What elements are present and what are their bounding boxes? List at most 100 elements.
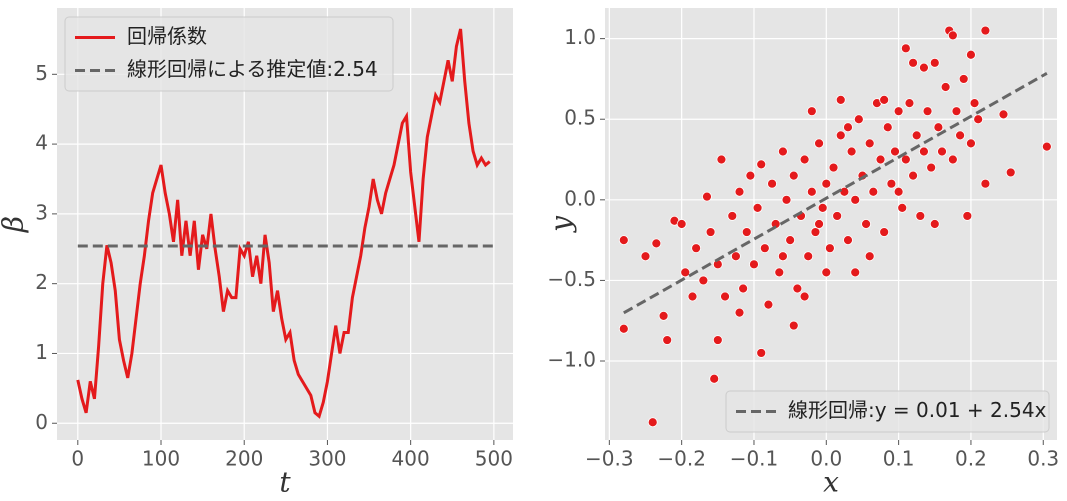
- scatter-point: [745, 170, 756, 181]
- scatter-point: [908, 57, 918, 68]
- x-tick-label: 0.1: [883, 447, 915, 471]
- x-tick-label: 100: [142, 447, 180, 471]
- scatter-point: [752, 202, 763, 213]
- scatter-point: [810, 227, 821, 237]
- scatter-point: [702, 191, 712, 202]
- scatter-point: [1041, 141, 1052, 152]
- scatter-point: [640, 251, 651, 262]
- subplot: −0.3 −0.2 −0.1 0.0 0.1 0.2 0.3 −1.0 −0.5 0.0 0.5 1.…: [545, 8, 1059, 499]
- scatter-point: [817, 202, 828, 213]
- scatter-point: [940, 82, 951, 92]
- scatter-point: [676, 219, 687, 229]
- scatter-point: [720, 291, 730, 302]
- x-tick-label: −0.2: [657, 447, 706, 471]
- scatter-point: [691, 243, 702, 254]
- scatter-point: [955, 130, 965, 141]
- scatter-point: [864, 138, 875, 149]
- scatter-point: [651, 238, 662, 249]
- scatter-point: [709, 373, 720, 384]
- scatter-point: [926, 162, 937, 173]
- scatter-point: [937, 146, 947, 157]
- scatter-point: [741, 227, 752, 237]
- y-tick-label: 4: [35, 131, 48, 155]
- scatter-point: [778, 146, 788, 157]
- scatter-point: [828, 162, 839, 173]
- scatter-point: [897, 202, 908, 213]
- scatter-point: [658, 310, 669, 321]
- scatter-point: [734, 186, 745, 197]
- scatter-point: [730, 251, 741, 262]
- scatter-point: [759, 243, 770, 254]
- y-tick-label: 1.0: [564, 25, 596, 49]
- scatter-point: [900, 154, 911, 165]
- x-tick-label: −0.1: [730, 447, 779, 471]
- x-tick-label: 0.0: [810, 447, 842, 471]
- legend-box: [725, 390, 1050, 433]
- x-tick-label: 400: [392, 447, 430, 471]
- scatter-point: [850, 194, 861, 205]
- scatter-point: [814, 219, 824, 229]
- scatter-point: [868, 186, 879, 197]
- scatter-point: [832, 211, 843, 221]
- scatter-point: [806, 106, 817, 117]
- scatter-point: [893, 186, 904, 197]
- scatter-point: [969, 98, 980, 109]
- scatter-point: [843, 122, 853, 133]
- scatter-point: [821, 178, 832, 189]
- scatter-point: [698, 275, 709, 286]
- x-tick-label: 500: [475, 447, 513, 471]
- legend-label: 線形回帰:y = 0.01 + 2.54x: [788, 398, 1047, 422]
- scatter-point: [846, 146, 857, 157]
- scatter-point: [712, 335, 723, 345]
- scatter-point: [705, 227, 716, 237]
- scatter-point: [879, 94, 890, 105]
- subplot: 0 100 200 300 400 500 0 1 2 3 4 5 t β 回帰係数線形回帰による推定値:2…: [0, 8, 513, 499]
- scatter-point: [922, 106, 933, 117]
- scatter-point: [882, 122, 893, 133]
- dashed-line: [623, 72, 1048, 315]
- scatter-point: [788, 320, 799, 331]
- scatter-point: [734, 307, 745, 318]
- scatter-point: [919, 146, 929, 157]
- x-tick-label: 0.3: [1027, 447, 1059, 471]
- scatter-point: [958, 74, 969, 84]
- scatter-point: [879, 227, 890, 237]
- y-tick-label: 1: [35, 340, 48, 364]
- scatter-point: [756, 348, 767, 358]
- x-tick-label: 200: [225, 447, 263, 471]
- y-tick-label: 2: [35, 270, 48, 294]
- scatter-point: [908, 170, 918, 181]
- scatter-point: [911, 130, 922, 141]
- scatter-point: [973, 114, 984, 125]
- scatter-point: [814, 138, 824, 149]
- y-tick-label: 0.0: [564, 186, 596, 210]
- scatter-point: [998, 109, 1009, 120]
- scatter-point: [835, 94, 846, 105]
- x-tick-label: −0.3: [585, 447, 634, 471]
- scatter-point: [788, 170, 799, 181]
- y-tick-label: 0.5: [564, 106, 596, 130]
- y-tick-label: 3: [35, 200, 48, 224]
- y-axis-label: y: [545, 215, 578, 234]
- x-tick-label: 0: [71, 447, 84, 471]
- scatter-point: [947, 154, 958, 165]
- scatter-point: [843, 235, 853, 246]
- scatter-point: [767, 178, 777, 189]
- data-line: [76, 28, 491, 419]
- scatter-point: [929, 219, 940, 229]
- x-tick-label: 300: [308, 447, 346, 471]
- scatter-point: [853, 114, 864, 125]
- scatter-point: [980, 25, 991, 36]
- scatter-point: [875, 154, 886, 165]
- scatter-point: [647, 417, 658, 428]
- scatter-point: [738, 283, 749, 294]
- scatter-point: [1005, 167, 1016, 178]
- scatter-point: [799, 154, 810, 165]
- legend-box: [64, 16, 394, 92]
- scatter-point: [687, 291, 698, 302]
- scatter-point: [662, 335, 673, 345]
- scatter-point: [821, 267, 832, 278]
- scatter-point: [850, 267, 861, 278]
- legend-label: 回帰係数: [127, 24, 207, 48]
